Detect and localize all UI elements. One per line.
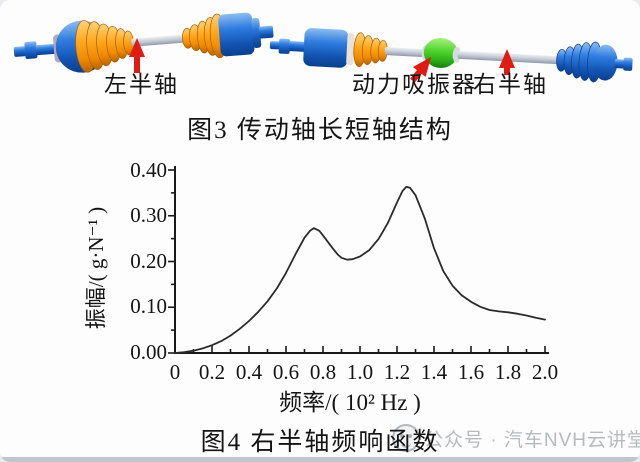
svg-text:0.4: 0.4 <box>236 360 263 384</box>
axes <box>174 166 549 354</box>
svg-text:1.6: 1.6 <box>458 360 484 384</box>
arrow-left-shaft <box>129 38 145 73</box>
left-inner-cv-boot <box>75 20 135 73</box>
svg-text:0.8: 0.8 <box>310 360 336 384</box>
label-right-shaft: 右半轴 <box>473 72 548 97</box>
arrow-right-shaft <box>499 49 515 75</box>
screenshot-bottom-edge <box>0 457 640 462</box>
svg-text:0.6: 0.6 <box>273 360 299 384</box>
figure3-caption: 图3 传动轴长短轴结构 <box>187 117 453 144</box>
right-inner-cv-boot <box>353 32 388 68</box>
svg-text:0.20: 0.20 <box>130 249 167 273</box>
left-shaft-bar <box>131 34 186 47</box>
y-axis-title: 振幅/( g·N⁻¹ ) <box>84 207 108 329</box>
left-half-shaft <box>13 12 274 73</box>
svg-text:0: 0 <box>170 360 181 384</box>
arrow-absorber <box>410 57 431 83</box>
label-left-shaft: 左半轴 <box>104 72 179 97</box>
watermark: 公众号 · 汽车NVH云讲堂 <box>392 424 640 452</box>
svg-text:0.30: 0.30 <box>130 203 167 227</box>
svg-text:1.4: 1.4 <box>421 360 448 384</box>
dynamic-vibration-absorber <box>423 37 458 68</box>
driveshaft-illustration <box>13 12 633 83</box>
svg-text:1.0: 1.0 <box>347 360 373 384</box>
axis-ticks <box>168 169 546 354</box>
svg-text:0.10: 0.10 <box>130 294 167 318</box>
svg-text:0.00: 0.00 <box>130 340 167 364</box>
svg-text:0.2: 0.2 <box>199 360 225 384</box>
smiley-badge-icon <box>392 424 420 452</box>
label-absorber: 动力吸振器 <box>352 72 477 97</box>
frf-curve <box>174 186 546 354</box>
watermark-text: 公众号 · 汽车NVH云讲堂 <box>424 429 640 451</box>
annotation-arrows <box>129 38 515 83</box>
svg-text:1.2: 1.2 <box>384 360 410 384</box>
svg-text:0.40: 0.40 <box>130 158 167 182</box>
right-shaft-bar <box>384 47 427 58</box>
figure4-caption: 图4 右半轴频响函数 <box>200 429 440 456</box>
x-axis-title: 频率/( 10² Hz ) <box>279 390 421 415</box>
y-tick-labels: 0.00 0.10 0.20 0.30 0.40 <box>130 158 167 364</box>
svg-text:2.0: 2.0 <box>532 360 558 384</box>
x-tick-labels: 0 0.2 0.4 0.6 0.8 1.0 1.2 1.4 1.6 1.8 2.… <box>170 360 558 384</box>
svg-text:1.8: 1.8 <box>495 360 521 384</box>
frequency-response-chart: 0.00 0.10 0.20 0.30 0.40 0 0.2 0.4 0.6 0… <box>84 158 558 415</box>
